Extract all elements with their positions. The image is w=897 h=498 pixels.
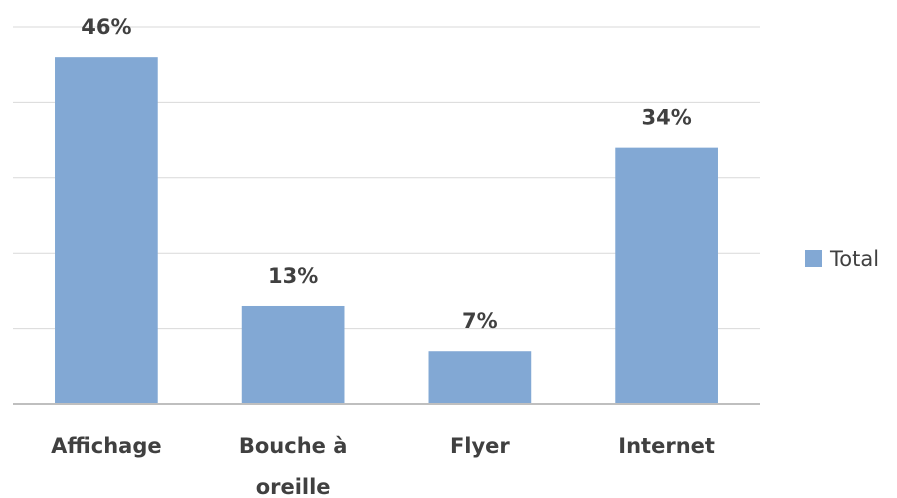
data-label: 34%	[641, 106, 691, 130]
x-tick-label: Internet	[618, 434, 715, 458]
data-label: 13%	[268, 264, 318, 288]
bar	[615, 147, 718, 404]
legend-swatch	[805, 250, 822, 267]
x-tick-label: Flyer	[449, 434, 510, 458]
x-tick-label: Bouche à oreille	[238, 434, 348, 498]
data-label: 46%	[81, 15, 131, 39]
bar	[241, 305, 345, 404]
bar	[428, 351, 532, 404]
data-label: 7%	[462, 309, 498, 333]
bar	[55, 57, 158, 404]
legend-label: Total	[829, 247, 879, 271]
x-tick-label: Affichage	[51, 434, 162, 458]
